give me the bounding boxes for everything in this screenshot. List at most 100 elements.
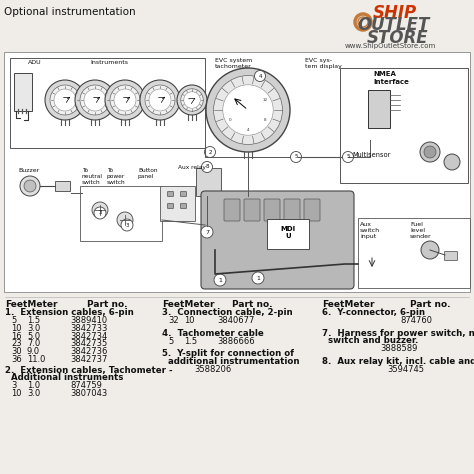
Circle shape <box>255 71 265 82</box>
Text: OUTLET: OUTLET <box>357 16 429 34</box>
FancyBboxPatch shape <box>284 199 300 221</box>
Text: 3: 3 <box>125 222 129 228</box>
Text: MDI
U: MDI U <box>281 226 296 238</box>
FancyBboxPatch shape <box>267 219 309 249</box>
Text: Fuel
level
sender: Fuel level sender <box>410 222 432 238</box>
Text: STORE: STORE <box>367 29 428 47</box>
Text: 3807043: 3807043 <box>70 389 107 398</box>
Text: 10: 10 <box>11 389 21 398</box>
FancyBboxPatch shape <box>368 90 390 128</box>
Text: 1.5: 1.5 <box>27 317 40 325</box>
Text: 12: 12 <box>263 98 268 102</box>
Text: 3886666: 3886666 <box>217 337 255 346</box>
Text: 5: 5 <box>168 337 173 346</box>
Circle shape <box>114 89 136 111</box>
Text: Part no.: Part no. <box>410 300 450 309</box>
FancyBboxPatch shape <box>445 252 457 261</box>
Text: 3.0: 3.0 <box>27 389 40 398</box>
Text: Additional instruments: Additional instruments <box>11 374 123 383</box>
Text: 30: 30 <box>11 347 22 356</box>
FancyBboxPatch shape <box>358 218 470 288</box>
Circle shape <box>343 152 354 163</box>
Text: Part no.: Part no. <box>87 300 128 309</box>
FancyBboxPatch shape <box>224 199 240 221</box>
Circle shape <box>214 274 226 286</box>
Circle shape <box>177 85 207 115</box>
Circle shape <box>24 180 36 192</box>
FancyBboxPatch shape <box>201 191 354 289</box>
FancyBboxPatch shape <box>264 199 280 221</box>
Text: 4: 4 <box>247 128 249 132</box>
Circle shape <box>420 142 440 162</box>
Text: 4.  Tachometer cable: 4. Tachometer cable <box>162 328 264 337</box>
Circle shape <box>214 75 283 145</box>
Text: NMEA
Interface: NMEA Interface <box>373 71 409 84</box>
Text: 11.0: 11.0 <box>27 355 46 364</box>
FancyBboxPatch shape <box>181 191 186 197</box>
Text: 5.  Y-split for connection of: 5. Y-split for connection of <box>162 349 294 358</box>
Text: 3840677: 3840677 <box>217 317 255 325</box>
Text: additional instrumentation: additional instrumentation <box>168 357 300 366</box>
Text: 8: 8 <box>264 118 267 122</box>
Text: 3842735: 3842735 <box>70 339 107 348</box>
Text: 8: 8 <box>205 164 209 170</box>
Circle shape <box>206 68 290 152</box>
Text: 3842736: 3842736 <box>70 347 108 356</box>
Text: ADU: ADU <box>28 60 42 65</box>
Circle shape <box>201 226 213 238</box>
Text: www.ShipOutletStore.com: www.ShipOutletStore.com <box>345 43 436 49</box>
FancyBboxPatch shape <box>80 186 162 241</box>
Circle shape <box>204 146 216 157</box>
Text: 3889410: 3889410 <box>70 317 107 325</box>
Text: FeetMeter: FeetMeter <box>322 300 374 309</box>
Text: 874759: 874759 <box>70 382 102 391</box>
Text: 874760: 874760 <box>400 317 432 325</box>
Text: 10: 10 <box>184 317 194 325</box>
Text: 3.  Connection cable, 2-pin: 3. Connection cable, 2-pin <box>162 308 292 317</box>
Text: 5: 5 <box>294 155 298 159</box>
Text: 1.  Extension cables, 6-pin: 1. Extension cables, 6-pin <box>5 308 134 317</box>
Circle shape <box>181 89 203 111</box>
Text: 7: 7 <box>205 229 209 235</box>
Text: 3888589: 3888589 <box>380 345 418 354</box>
Circle shape <box>291 152 301 163</box>
Text: 3842734: 3842734 <box>70 332 107 341</box>
Circle shape <box>80 85 110 115</box>
Text: 0: 0 <box>229 118 232 122</box>
Circle shape <box>201 162 212 173</box>
Circle shape <box>45 80 85 120</box>
Text: 1: 1 <box>218 277 222 283</box>
Text: Buzzer: Buzzer <box>18 168 39 173</box>
Text: 3594745: 3594745 <box>387 365 424 374</box>
Text: 3.0: 3.0 <box>27 324 40 333</box>
Circle shape <box>50 85 80 115</box>
Circle shape <box>421 241 439 259</box>
FancyBboxPatch shape <box>55 181 70 191</box>
Circle shape <box>94 207 106 219</box>
Text: EVC sys-
tem display: EVC sys- tem display <box>305 58 342 69</box>
Text: 3842737: 3842737 <box>70 355 108 364</box>
Text: 2: 2 <box>208 149 212 155</box>
Text: EVC system
tachometer: EVC system tachometer <box>215 58 252 69</box>
Circle shape <box>252 272 264 284</box>
Circle shape <box>20 176 40 196</box>
Text: 1.0: 1.0 <box>27 382 40 391</box>
Text: Multisensor: Multisensor <box>352 152 391 158</box>
Text: 10: 10 <box>11 324 21 333</box>
FancyBboxPatch shape <box>167 191 173 197</box>
Text: Optional instrumentation: Optional instrumentation <box>4 7 136 17</box>
Circle shape <box>84 89 106 111</box>
Text: 9.0: 9.0 <box>27 347 40 356</box>
Text: FeetMeter: FeetMeter <box>162 300 215 309</box>
Circle shape <box>424 146 436 158</box>
Text: 7.0: 7.0 <box>27 339 40 348</box>
Text: 1: 1 <box>256 275 260 281</box>
Circle shape <box>121 219 133 231</box>
Text: switch and buzzer.: switch and buzzer. <box>328 336 419 345</box>
Text: To
neutral
switch: To neutral switch <box>82 168 103 184</box>
Text: 2.  Extension cables, Tachometer -: 2. Extension cables, Tachometer - <box>5 365 173 374</box>
Text: Aux
switch
input: Aux switch input <box>360 222 380 238</box>
Text: 32: 32 <box>168 317 179 325</box>
Text: SHIP: SHIP <box>373 4 417 22</box>
Text: Instruments: Instruments <box>90 60 128 65</box>
